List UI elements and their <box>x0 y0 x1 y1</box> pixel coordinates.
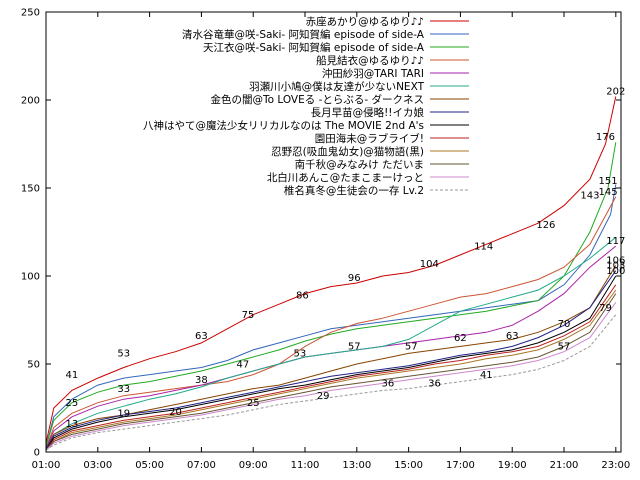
x-tick-label: 15:00 <box>394 460 423 471</box>
data-label: 151 <box>599 176 618 187</box>
legend-label: 天江衣@咲-Saki- 阿知賀編 episode of side-A <box>203 41 425 54</box>
y-tick-label: 250 <box>21 8 40 19</box>
series-line-2 <box>45 142 617 447</box>
series-line-10 <box>45 289 617 451</box>
data-label: 57 <box>405 342 418 353</box>
legend-label: 長月早苗@侵略!!イカ娘 <box>311 106 425 119</box>
y-tick-label: 200 <box>21 96 40 107</box>
data-label: 126 <box>536 220 555 231</box>
data-label: 33 <box>117 384 130 395</box>
data-label: 62 <box>454 333 467 344</box>
data-label: 176 <box>596 132 615 143</box>
data-label: 36 <box>382 379 395 390</box>
y-tick-label: 150 <box>21 184 40 195</box>
series-line-5 <box>45 236 617 449</box>
data-label: 104 <box>420 259 439 270</box>
legend-label: 園田海未@ラブライブ! <box>315 132 424 145</box>
y-tick-label: 100 <box>21 272 40 283</box>
x-tick-label: 21:00 <box>550 460 579 471</box>
data-label: 25 <box>247 398 260 409</box>
data-label: 19 <box>117 409 130 420</box>
x-axis: 01:00 03:00 05:00 07:00 09:00 11:00 13:00 15:00… <box>32 12 630 471</box>
data-label: 63 <box>195 331 208 342</box>
series-line-13 <box>45 314 617 451</box>
legend-label: 北白川あんこ@たまこまーけっと <box>267 171 424 184</box>
data-label: 86 <box>296 291 309 302</box>
x-tick-label: 09:00 <box>239 460 268 471</box>
legend-label: 南千秋@みなみけ ただいま <box>295 158 424 171</box>
data-label: 29 <box>317 391 330 402</box>
data-label: 41 <box>66 370 79 381</box>
data-label: 143 <box>580 190 599 201</box>
data-label: 20 <box>169 407 182 418</box>
x-tick-label: 23:00 <box>601 460 630 471</box>
data-label: 96 <box>348 273 361 284</box>
legend-label: 八神はやて@魔法少女リリカルなのは The MOVIE 2nd A's <box>143 119 424 132</box>
series-line-12 <box>45 302 617 451</box>
y-axis: 0 50 100 150 200 250 <box>21 8 621 459</box>
legend-label: 忍野忍(吸血鬼幼女)@猫物語(黒) <box>271 145 424 158</box>
y-tick-label: 0 <box>34 448 40 459</box>
data-label: 106 <box>606 255 625 266</box>
x-tick-label: 01:00 <box>32 460 61 471</box>
series-line-11 <box>45 293 617 451</box>
plot-frame <box>45 11 622 453</box>
series-line-0 <box>45 96 617 444</box>
data-label: 38 <box>195 375 208 386</box>
data-label: 114 <box>474 241 493 252</box>
series-line-8 <box>45 275 617 451</box>
x-tick-label: 07:00 <box>187 460 216 471</box>
x-tick-label: 03:00 <box>83 460 112 471</box>
legend-label: 金色の闇@To LOVEる -とらぶる- ダークネス <box>210 93 424 106</box>
data-label: 36 <box>428 379 441 390</box>
y-tick-label: 50 <box>27 360 40 371</box>
data-label: 103 <box>606 261 625 272</box>
data-label: 13 <box>66 419 79 430</box>
series-line-7 <box>45 270 617 449</box>
data-label: 79 <box>599 303 612 314</box>
legend-label: 椎名真冬@生徒会の一存 Lv.2 <box>284 184 424 197</box>
legend-label: 沖田紗羽@TARI TARI <box>322 67 424 80</box>
data-label: 53 <box>117 349 130 360</box>
legend-label: 清水谷竜華@咲-Saki- 阿知賀編 episode of side-A <box>182 28 425 41</box>
data-label: 57 <box>348 342 361 353</box>
series-line-3 <box>45 196 617 449</box>
data-label: 145 <box>599 187 618 198</box>
data-label: 47 <box>236 359 249 370</box>
data-label: 63 <box>506 331 519 342</box>
legend: 赤座あかり@ゆるゆり♪♪清水谷竜華@咲-Saki- 阿知賀編 episode o… <box>143 15 469 197</box>
x-tick-label: 11:00 <box>291 460 320 471</box>
data-label: 117 <box>606 236 625 247</box>
x-tick-label: 13:00 <box>342 460 371 471</box>
x-tick-label: 17:00 <box>446 460 475 471</box>
x-tick-label: 19:00 <box>498 460 527 471</box>
series-lines <box>45 96 617 451</box>
series-line-9 <box>45 284 617 451</box>
data-label: 41 <box>480 370 493 381</box>
data-label: 70 <box>558 319 571 330</box>
data-label: 75 <box>242 310 255 321</box>
data-label: 202 <box>606 86 625 97</box>
data-label: 57 <box>558 342 571 353</box>
data-label: 53 <box>293 349 306 360</box>
data-label: 25 <box>66 398 79 409</box>
legend-label: 赤座あかり@ゆるゆり♪♪ <box>306 15 424 28</box>
legend-label: 羽瀬川小鳩@僕は友達が少ないNEXT <box>249 80 424 93</box>
data-label: 100 <box>606 266 625 277</box>
legend-label: 船見結衣@ゆるゆり♪♪ <box>316 54 424 67</box>
x-tick-label: 05:00 <box>135 460 164 471</box>
